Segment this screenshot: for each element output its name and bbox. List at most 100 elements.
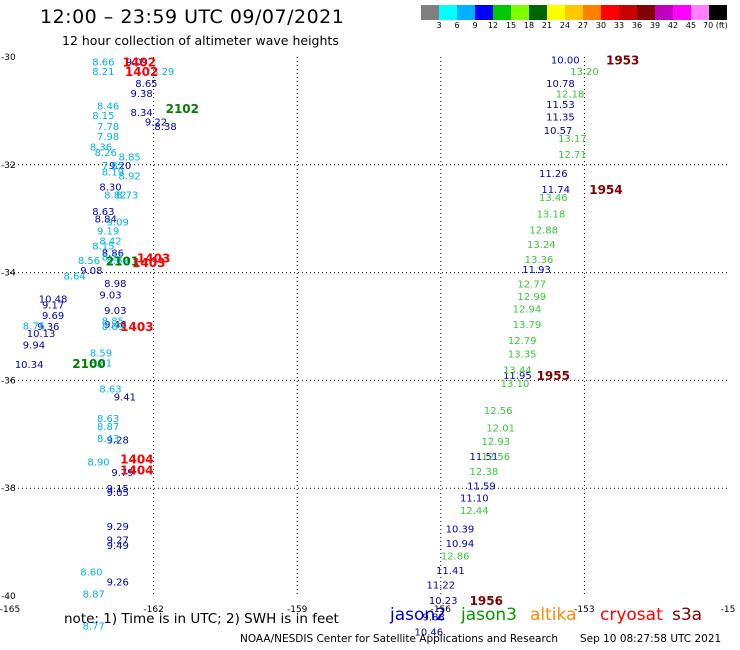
data-point-label: 7.98 <box>97 132 119 143</box>
x-tick-label: -159 <box>287 605 308 615</box>
scale-label: 42 <box>667 21 679 30</box>
data-point-label: 12.44 <box>460 506 489 517</box>
x-tick-label: -15 <box>721 605 736 615</box>
x-tick-label: -165 <box>0 605 20 615</box>
y-tick-label: -40 <box>1 592 16 602</box>
data-point-label: 12.77 <box>517 279 546 290</box>
data-point-label: 8.69 <box>102 322 124 333</box>
data-point-label: 8.81 <box>90 359 112 370</box>
color-scale-labels: 3 6 9 12 15 18 21 24 27 30 33 36 39 42 45 70 (ft) <box>421 21 727 33</box>
scale-swatch <box>673 5 691 20</box>
data-point-label: 8.87 <box>83 589 105 600</box>
data-point-label: 8.60 <box>80 568 102 579</box>
data-point-label: 8.66 <box>92 57 114 68</box>
data-point-label: 8.21 <box>92 67 114 78</box>
data-point-label: 9.38 <box>131 89 153 100</box>
data-point-label: 13.20 <box>570 67 599 78</box>
scale-label: 27 <box>577 21 589 30</box>
data-point-label: 9.36 <box>37 322 59 333</box>
mission-s3a: s3a <box>672 605 703 625</box>
scale-label: 36 <box>631 21 643 30</box>
data-point-label: 8.27 <box>102 252 124 263</box>
data-point-label: 8.85 <box>119 153 141 164</box>
data-point-label: 12.88 <box>529 225 558 236</box>
data-point-label: 12.56 <box>484 406 513 417</box>
data-point-label: 13.79 <box>513 320 542 331</box>
data-point-label: 10.78 <box>546 79 575 90</box>
scale-swatch <box>655 5 673 20</box>
data-point-label: 8.38 <box>154 122 176 133</box>
data-point-label: 9.03 <box>104 306 126 317</box>
data-point-label: 9.27 <box>107 535 129 546</box>
scale-label: 18 <box>523 21 535 30</box>
pass-label: 1404 <box>120 453 153 467</box>
pass-label: 1403 <box>120 320 153 334</box>
data-point-label: 10.57 <box>544 126 573 137</box>
data-point-label: 13.17 <box>558 134 587 145</box>
scale-label: 12 <box>487 21 499 30</box>
scale-label: 15 <box>505 21 517 30</box>
data-point-label: 9.46 <box>104 320 126 331</box>
data-point-label: 9.20 <box>109 161 131 172</box>
pass-label: 2102 <box>166 102 199 116</box>
footer-note: note: 1) Time is in UTC; 2) SWH is in fe… <box>64 611 339 627</box>
data-point-label: 13.36 <box>525 255 554 266</box>
chart-title: 12:00 – 23:59 UTC 09/07/2021 <box>40 6 345 28</box>
data-point-label: 9.09 <box>107 217 129 228</box>
data-point-label: 10.94 <box>446 539 475 550</box>
data-point-label: 10.13 <box>27 329 56 340</box>
data-point-label: 9.03 <box>99 291 121 302</box>
mission-altika: altika <box>530 605 577 625</box>
data-point-label: 7.85 <box>102 161 124 172</box>
pass-label: 2101 <box>106 255 139 269</box>
scale-label: 70 (ft) <box>703 21 728 30</box>
data-point-label: 11.26 <box>539 169 568 180</box>
data-point-label: 9.69 <box>42 311 64 322</box>
data-point-label: 13.24 <box>527 240 556 251</box>
data-point-label: 11.10 <box>460 493 489 504</box>
scale-swatch <box>421 5 439 20</box>
pass-label: 1402 <box>123 55 156 69</box>
data-point-label: 10.46 <box>415 628 444 639</box>
scale-swatch <box>547 5 565 20</box>
scale-label: 6 <box>454 21 460 30</box>
x-tick-label: -156 <box>431 605 452 615</box>
data-point-label: 8.43 <box>97 434 119 445</box>
pass-label: 1402 <box>125 65 158 79</box>
data-point-label: 11.93 <box>522 265 551 276</box>
data-point-label: 10.48 <box>39 294 68 305</box>
pass-label: 1403 <box>137 252 170 266</box>
pass-label: 2100 <box>72 357 105 371</box>
data-point-label: 8.59 <box>90 348 112 359</box>
x-tick-label: -162 <box>143 605 163 615</box>
y-tick-label: -32 <box>1 161 16 171</box>
data-point-label: 8.64 <box>63 271 85 282</box>
pass-label: 1404 <box>120 463 153 477</box>
scale-swatch <box>457 5 475 20</box>
data-point-label: 9.09 <box>126 57 148 68</box>
pass-label: 1954 <box>589 183 622 197</box>
mission-cryosat: cryosat <box>600 605 663 625</box>
scale-label: 21 <box>541 21 553 30</box>
data-point-label: 12.94 <box>513 305 542 316</box>
data-point-label: 9.19 <box>97 227 119 238</box>
data-point-label: 8.26 <box>95 148 117 159</box>
y-tick-label: -34 <box>1 269 16 279</box>
scale-label: 39 <box>649 21 661 30</box>
data-point-label: 8.90 <box>87 457 109 468</box>
data-point-label: 13.44 <box>503 366 532 377</box>
data-point-label: 8.29 <box>152 67 174 78</box>
scale-swatch <box>601 5 619 20</box>
data-point-label: 8.63 <box>97 414 119 425</box>
data-point-label: 9.88 <box>422 612 444 623</box>
data-point-label: 9.29 <box>107 522 129 533</box>
data-point-label: 8.77 <box>83 622 105 633</box>
data-point-label: 9.26 <box>107 577 129 588</box>
data-point-label: 10.39 <box>446 525 475 536</box>
data-point-label: 11.59 <box>467 482 496 493</box>
pass-label: 1956 <box>470 594 503 608</box>
scale-label: 33 <box>613 21 625 30</box>
data-point-label: 8.36 <box>90 142 112 153</box>
scale-swatch <box>493 5 511 20</box>
data-point-label: 12.99 <box>517 292 546 303</box>
